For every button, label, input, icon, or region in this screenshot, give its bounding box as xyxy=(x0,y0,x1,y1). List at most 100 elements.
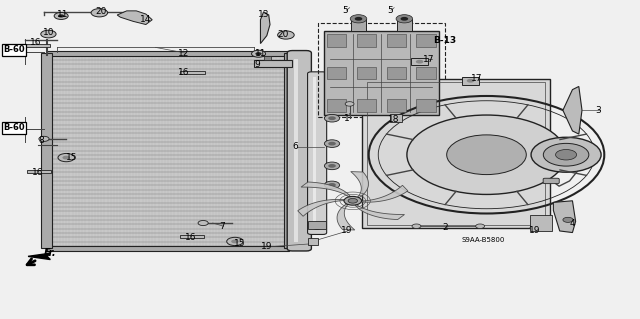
Circle shape xyxy=(198,220,208,226)
Bar xyxy=(27,170,51,173)
Text: 12: 12 xyxy=(179,48,189,58)
Bar xyxy=(254,60,292,67)
Circle shape xyxy=(412,224,421,228)
Polygon shape xyxy=(337,204,355,230)
FancyBboxPatch shape xyxy=(308,72,326,234)
Bar xyxy=(180,70,205,74)
Circle shape xyxy=(39,136,49,141)
Text: 20: 20 xyxy=(277,30,289,39)
Text: 9: 9 xyxy=(254,60,260,69)
Text: 16: 16 xyxy=(179,68,190,77)
Text: B-60: B-60 xyxy=(3,123,25,132)
FancyBboxPatch shape xyxy=(543,178,559,184)
Bar xyxy=(362,78,550,228)
Bar xyxy=(387,34,406,47)
Polygon shape xyxy=(554,201,575,233)
Text: 7: 7 xyxy=(220,222,225,231)
Bar xyxy=(294,59,298,242)
Bar xyxy=(327,99,346,112)
Bar xyxy=(47,53,289,249)
Text: 10: 10 xyxy=(43,28,54,37)
Text: 16: 16 xyxy=(30,38,42,47)
Text: 11: 11 xyxy=(255,48,266,58)
Bar xyxy=(314,77,316,229)
Bar xyxy=(397,19,412,31)
Circle shape xyxy=(556,150,577,160)
Bar xyxy=(284,53,294,249)
Polygon shape xyxy=(298,199,344,216)
Circle shape xyxy=(416,60,424,63)
Circle shape xyxy=(324,140,340,147)
Bar xyxy=(25,44,51,47)
Bar xyxy=(417,34,436,47)
Polygon shape xyxy=(355,205,404,219)
Bar xyxy=(357,34,376,47)
Bar xyxy=(308,238,318,245)
Bar xyxy=(317,23,445,117)
Circle shape xyxy=(396,15,413,23)
Circle shape xyxy=(252,50,266,57)
Circle shape xyxy=(63,156,70,160)
Circle shape xyxy=(563,217,573,222)
Circle shape xyxy=(54,12,68,19)
Text: 14: 14 xyxy=(140,15,152,24)
Bar xyxy=(308,221,326,229)
Polygon shape xyxy=(28,253,51,260)
Text: 2: 2 xyxy=(442,223,448,232)
Text: 3: 3 xyxy=(595,106,601,115)
Text: 13: 13 xyxy=(258,11,269,19)
Polygon shape xyxy=(361,185,408,202)
Text: Fr.: Fr. xyxy=(44,248,56,258)
Bar xyxy=(324,31,439,115)
Text: 18: 18 xyxy=(388,115,400,124)
Bar xyxy=(327,67,346,79)
Text: 16: 16 xyxy=(185,233,196,242)
Circle shape xyxy=(91,9,108,17)
Text: 19: 19 xyxy=(261,242,273,251)
Text: 15: 15 xyxy=(234,239,246,248)
Circle shape xyxy=(328,164,336,168)
Text: 20: 20 xyxy=(95,7,107,16)
Bar xyxy=(47,50,289,56)
Circle shape xyxy=(476,224,484,228)
Circle shape xyxy=(324,181,340,189)
Circle shape xyxy=(278,31,294,39)
Text: B-60: B-60 xyxy=(3,45,25,55)
Circle shape xyxy=(407,115,566,195)
Circle shape xyxy=(324,115,340,122)
Circle shape xyxy=(531,137,601,172)
Circle shape xyxy=(350,15,367,23)
Bar xyxy=(387,67,406,79)
Circle shape xyxy=(348,198,358,203)
Text: 8: 8 xyxy=(38,136,44,145)
Bar xyxy=(357,67,376,79)
FancyBboxPatch shape xyxy=(287,50,312,251)
Text: 19: 19 xyxy=(340,226,352,235)
Bar xyxy=(417,99,436,112)
Bar xyxy=(417,67,436,79)
Circle shape xyxy=(231,240,239,243)
Circle shape xyxy=(41,30,56,38)
Bar xyxy=(351,19,366,31)
Polygon shape xyxy=(563,86,582,134)
Text: 17: 17 xyxy=(424,55,435,64)
Bar xyxy=(412,58,428,65)
Polygon shape xyxy=(260,12,270,44)
Circle shape xyxy=(328,116,336,120)
Text: S9AA-B5800: S9AA-B5800 xyxy=(461,237,505,243)
Text: 19: 19 xyxy=(529,226,540,235)
Bar xyxy=(387,99,406,112)
Polygon shape xyxy=(117,11,152,25)
Text: 1: 1 xyxy=(344,114,349,123)
Bar xyxy=(264,56,271,60)
Circle shape xyxy=(328,183,336,187)
Circle shape xyxy=(344,197,362,205)
Circle shape xyxy=(227,237,243,246)
Text: 15: 15 xyxy=(65,153,77,162)
Circle shape xyxy=(328,142,336,145)
Bar xyxy=(41,53,52,249)
Bar xyxy=(530,215,552,231)
Polygon shape xyxy=(301,182,351,197)
Text: 6: 6 xyxy=(292,142,298,151)
Text: 4: 4 xyxy=(570,219,575,227)
